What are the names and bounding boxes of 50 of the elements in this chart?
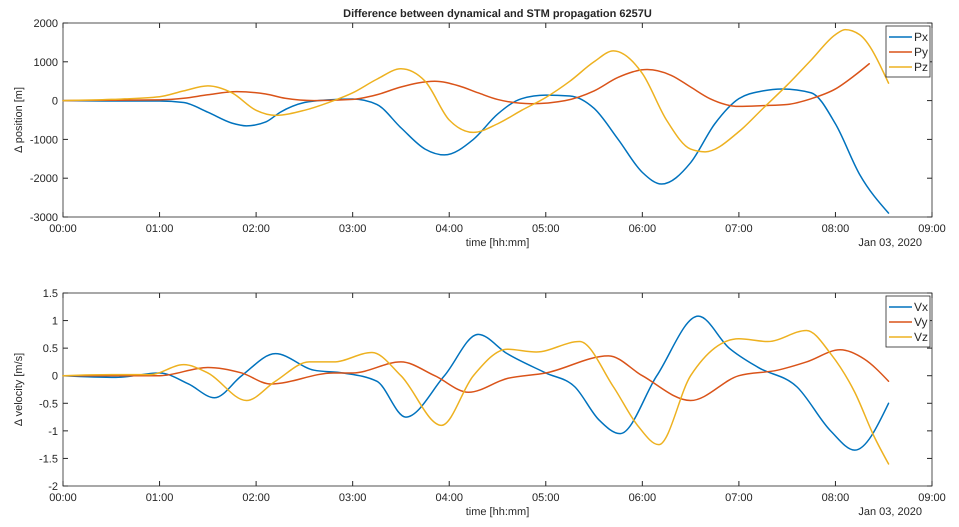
y-tick-label: -0.5 — [39, 398, 58, 410]
line-series — [62, 28, 890, 153]
y-tick-label: -1.5 — [39, 453, 58, 466]
x-tick-label: 07:00 — [725, 492, 753, 504]
y-tick-label: 2000 — [34, 18, 58, 30]
y-tick-label: -2000 — [30, 173, 58, 186]
x-tick-label: 03:00 — [338, 492, 366, 504]
line-series — [62, 330, 890, 465]
y-tick-label: -3000 — [30, 212, 58, 224]
y-tick-label: -2 — [48, 481, 58, 493]
y-tick-label: 0.5 — [42, 343, 58, 356]
x-axis-title: time [hh:mm] — [466, 506, 530, 518]
y-axis-title: Δ velocity [m/s] — [13, 352, 25, 426]
x-tick-label: 01:00 — [146, 223, 174, 235]
x-tick-label: 01:00 — [146, 492, 174, 504]
x-tick-label: 06:00 — [628, 492, 656, 504]
legend-label: Px — [914, 30, 928, 44]
legend-label: Pz — [914, 60, 928, 74]
x-tick-label: 07:00 — [725, 223, 753, 235]
legend-label: Vz — [914, 330, 928, 344]
x-tick-label: 00:00 — [49, 223, 77, 235]
x-tick-label: 03:00 — [338, 223, 366, 235]
x-axis-title: time [hh:mm] — [466, 237, 530, 249]
y-tick-label: 1.5 — [42, 288, 58, 300]
x-tick-label: 06:00 — [628, 223, 656, 235]
y-tick-label: 0 — [52, 370, 58, 383]
x-tick-label: 04:00 — [435, 223, 463, 235]
x-tick-label: 09:00 — [918, 223, 946, 235]
legend-label: Vx — [914, 300, 928, 314]
x-tick-label: 04:00 — [435, 492, 463, 504]
chart-title: Difference between dynamical and STM propagation 6257U — [343, 8, 652, 20]
x-tick-label: 08:00 — [822, 492, 850, 504]
y-tick-label: -1 — [48, 426, 58, 438]
x-tick-label: 05:00 — [532, 223, 560, 235]
text: Jan 03, 2020 — [858, 506, 922, 518]
x-tick-label: 08:00 — [822, 223, 850, 235]
legend-label: Vy — [914, 315, 928, 329]
y-tick-label: 1000 — [34, 56, 58, 69]
y-tick-label: -1000 — [30, 134, 58, 146]
y-axis-title: Δ position [m] — [13, 86, 25, 154]
line-series — [62, 315, 890, 451]
x-tick-label: 00:00 — [49, 492, 77, 504]
x-tick-label: 02:00 — [242, 223, 270, 235]
legend-label: Py — [914, 45, 928, 59]
y-tick-label: 1 — [52, 316, 58, 328]
x-tick-label: 09:00 — [918, 492, 946, 504]
x-tick-label: 02:00 — [242, 492, 270, 504]
x-tick-label: 05:00 — [532, 492, 560, 504]
text: Jan 03, 2020 — [858, 237, 922, 249]
y-tick-label: 0 — [52, 96, 58, 108]
